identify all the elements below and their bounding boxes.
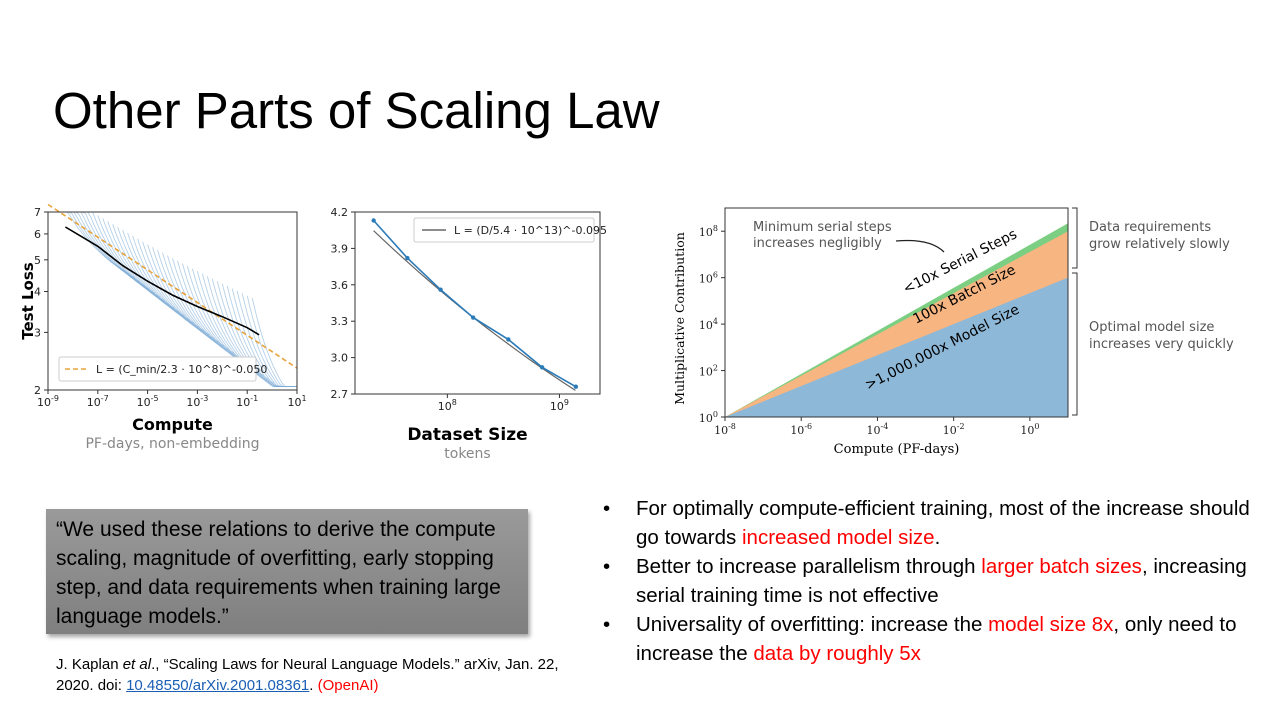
x-axis-sublabel: tokens bbox=[444, 446, 490, 462]
dataset-size-chart: 108 109 2.7 3.0 3.3 3.6 3.9 4.2 L = (D/5.4 · 10^… bbox=[331, 206, 607, 462]
bullet-item: • Better to increase parallelism through … bbox=[603, 552, 1263, 610]
frontier-line bbox=[64, 226, 260, 336]
x-axis-sublabel: PF-days, non-embedding bbox=[85, 436, 259, 452]
bullet-highlight: larger batch sizes bbox=[981, 555, 1142, 578]
x-tick-label: 100 bbox=[1020, 422, 1039, 437]
plot-frame bbox=[354, 211, 601, 395]
y-tick-label: 2.7 bbox=[331, 388, 349, 401]
y-axis-label: Multiplicative Contribution bbox=[672, 232, 687, 405]
y-tick-label: 102 bbox=[699, 364, 718, 379]
annotation-model-line1: Optimal model size bbox=[1089, 320, 1214, 335]
y-tick-label: 4 bbox=[34, 286, 41, 299]
x-tick-label: 10-6 bbox=[790, 422, 812, 437]
x-tick-label: 101 bbox=[287, 394, 306, 409]
run-curve bbox=[246, 295, 297, 387]
bullet-text: Better to increase parallelism through bbox=[636, 555, 982, 578]
bullet-dot: • bbox=[603, 555, 611, 578]
slide-title: Other Parts of Scaling Law bbox=[53, 82, 660, 139]
run-curves bbox=[58, 212, 297, 387]
legend-label: L = (C_min/2.3 · 10^8)^-0.050 bbox=[96, 363, 267, 376]
x-tick-label: 108 bbox=[438, 398, 457, 413]
legend-box bbox=[413, 217, 595, 243]
x-tick-label: 10-7 bbox=[87, 394, 109, 409]
fit-line bbox=[47, 203, 298, 369]
y-tick-label: 3.9 bbox=[331, 242, 349, 255]
x-tick-label: 109 bbox=[550, 398, 569, 413]
y-tick-label: 108 bbox=[699, 224, 718, 239]
compute-loss-chart: 10-9 10-7 10-5 10-3 10-1 101 2 3 4 5 6 7 L = (C_min/… bbox=[19, 203, 307, 452]
data-point bbox=[470, 315, 476, 320]
citation-org: (OpenAI) bbox=[317, 677, 379, 694]
x-tick-label: 10-4 bbox=[867, 422, 889, 437]
y-axis-label: Test Loss bbox=[19, 262, 37, 340]
x-axis-label: Compute (PF-days) bbox=[834, 442, 960, 457]
bullet-text: . bbox=[934, 526, 941, 549]
y-tick-label: 104 bbox=[699, 317, 718, 332]
y-tick-label: 3.3 bbox=[331, 315, 349, 328]
x-tick-label: 10-9 bbox=[37, 394, 59, 409]
y-tick-label: 6 bbox=[34, 228, 41, 241]
y-tick-label: 3 bbox=[34, 326, 41, 339]
bullet-highlight: data by roughly 5x bbox=[753, 642, 921, 665]
bracket-model bbox=[1072, 272, 1078, 416]
quote-text: “We used these relations to derive the c… bbox=[56, 518, 501, 628]
citation-etal: et al bbox=[122, 656, 152, 673]
bullet-dot: • bbox=[603, 497, 611, 520]
bullet-text: For optimally compute-efficient training… bbox=[636, 497, 1250, 549]
run-curve bbox=[236, 290, 297, 387]
annotation-serial-line1: Minimum serial steps bbox=[753, 220, 892, 235]
data-point bbox=[539, 365, 545, 370]
y-tick-label: 4.2 bbox=[331, 206, 349, 219]
citation-middle: ., “Scaling Laws for Neural Language Mod… bbox=[56, 656, 559, 694]
annotation-model-line2: increases very quickly bbox=[1089, 337, 1234, 352]
x-axis-label: Compute bbox=[132, 415, 213, 434]
bullet-highlight: increased model size bbox=[741, 526, 935, 549]
x-tick-label: 10-3 bbox=[186, 394, 208, 409]
bullet-dot: • bbox=[603, 613, 611, 636]
citation: J. Kaplan et al., “Scaling Laws for Neur… bbox=[56, 654, 576, 696]
annotation-data-line1: Data requirements bbox=[1089, 220, 1211, 235]
bullet-item: • Universality of overfitting: increase t… bbox=[603, 610, 1263, 668]
y-tick-label: 3.0 bbox=[331, 352, 349, 365]
citation-prefix: J. Kaplan bbox=[56, 656, 123, 673]
y-tick-label: 7 bbox=[34, 206, 41, 219]
data-point bbox=[573, 384, 579, 389]
bullet-item: • For optimally compute-efficient trainin… bbox=[603, 494, 1263, 552]
multiplicative-contribution-chart: 10-8 10-6 10-4 10-2 100 100 102 104 106 108 Comput… bbox=[672, 207, 1234, 457]
x-tick-label: 10-5 bbox=[137, 394, 159, 409]
run-curve bbox=[241, 293, 297, 387]
legend-box bbox=[58, 356, 257, 382]
plot-frame bbox=[724, 207, 1069, 418]
data-point bbox=[405, 255, 410, 261]
citation-period: . bbox=[309, 677, 318, 694]
plot-frame bbox=[47, 211, 298, 391]
y-tick-label: 3.6 bbox=[331, 279, 349, 292]
bullet-text: , only need to increase the bbox=[636, 613, 1237, 665]
y-tick-label: 5 bbox=[34, 254, 41, 267]
data-point bbox=[438, 287, 443, 292]
bullet-text: Universality of overfitting: increase th… bbox=[636, 613, 989, 636]
x-axis-label: Dataset Size bbox=[407, 425, 527, 445]
x-tick-label: 10-1 bbox=[236, 394, 258, 409]
doi-link[interactable]: 10.48550/arXiv.2001.08361 bbox=[126, 677, 310, 694]
y-tick-label: 106 bbox=[699, 271, 718, 286]
bullet-text: , increasing serial training time is not… bbox=[636, 555, 1247, 607]
data-point bbox=[371, 218, 376, 223]
annotation-serial-line2: increases negligibly bbox=[753, 236, 882, 251]
bracket-data bbox=[1072, 207, 1078, 269]
x-tick-label: 10-2 bbox=[943, 422, 965, 437]
bullet-highlight: model size 8x bbox=[988, 613, 1114, 636]
data-point bbox=[506, 337, 511, 342]
y-tick-label: 100 bbox=[699, 410, 718, 425]
x-tick-label: 10-8 bbox=[714, 422, 736, 437]
data-line bbox=[373, 219, 577, 388]
bullet-list: • For optimally compute-efficient trainin… bbox=[603, 494, 1263, 668]
y-tick-label: 2 bbox=[34, 384, 41, 397]
annotation-arrow bbox=[895, 239, 945, 253]
run-curve bbox=[251, 297, 297, 387]
annotation-data-line2: grow relatively slowly bbox=[1089, 237, 1230, 252]
quote-box: “We used these relations to derive the c… bbox=[46, 509, 528, 634]
legend-label: L = (D/5.4 · 10^13)^-0.095 bbox=[454, 224, 607, 237]
